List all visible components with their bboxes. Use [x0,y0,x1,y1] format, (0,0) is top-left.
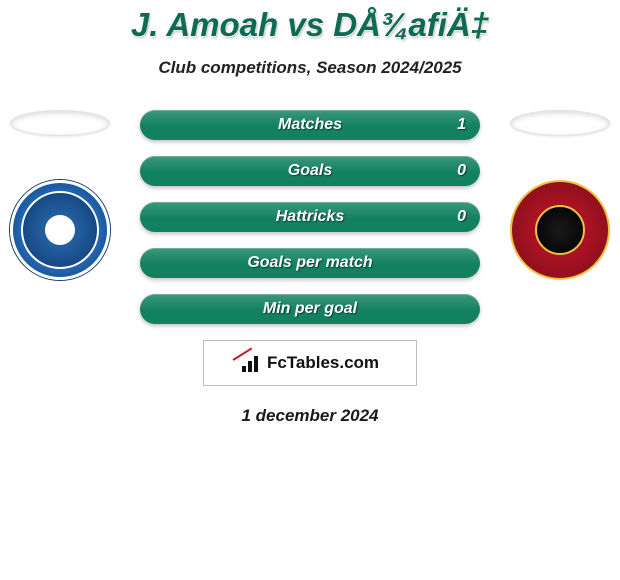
brand-attribution[interactable]: FcTables.com [203,340,417,386]
stat-row-matches: Matches 1 [140,110,480,140]
stat-row-goals: Goals 0 [140,156,480,186]
stat-label: Min per goal [140,294,480,324]
stat-row-min-per-goal: Min per goal [140,294,480,324]
snapshot-date: 1 december 2024 [0,406,620,426]
player-left-silhouette [10,110,110,136]
player-left-slot [5,110,115,280]
bar-chart-icon [241,354,263,372]
stat-label: Goals per match [140,248,480,278]
brand-text: FcTables.com [267,353,379,373]
star-icon: ★ [532,199,588,261]
club-badge-right: ★ [510,180,610,280]
stat-row-goals-per-match: Goals per match [140,248,480,278]
stats-list: Matches 1 Goals 0 Hattricks 0 Goals per … [140,110,480,324]
player-right-silhouette [510,110,610,136]
stat-right-value: 0 [457,156,466,186]
stat-right-value: 1 [457,110,466,140]
comparison-content: ★ Matches 1 Goals 0 Hattricks 0 Goals pe… [0,110,620,426]
stat-label: Goals [140,156,480,186]
stat-label: Matches [140,110,480,140]
club-badge-left [10,180,110,280]
player-right-slot: ★ [505,110,615,280]
comparison-subtitle: Club competitions, Season 2024/2025 [0,58,620,78]
stat-row-hattricks: Hattricks 0 [140,202,480,232]
comparison-title: J. Amoah vs DÅ¾afiÄ‡ [0,0,620,44]
stat-label: Hattricks [140,202,480,232]
stat-right-value: 0 [457,202,466,232]
